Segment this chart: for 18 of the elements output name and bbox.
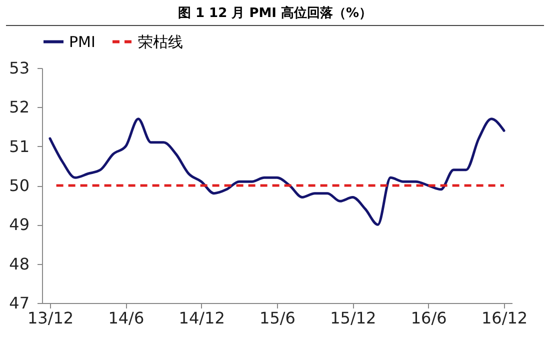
line-series: [48, 118, 506, 226]
y-tick-label: 49: [9, 215, 30, 234]
y-tick-label: 53: [9, 58, 30, 78]
y-tick-label: 47: [9, 294, 30, 312]
legend-label: 荣枯线: [138, 32, 183, 51]
y-tick-label: 48: [9, 254, 30, 274]
x-tick-label: 14/6: [108, 308, 144, 328]
x-tick-label: 15/12: [330, 308, 376, 328]
y-tick-label: 52: [9, 98, 30, 117]
x-tick-label: 15/6: [260, 308, 296, 328]
x-tick-label: 14/12: [178, 308, 225, 328]
x-tick-label: 16/6: [410, 308, 447, 328]
x-tick-label: 16/12: [481, 308, 528, 328]
legend-label: PMI: [69, 32, 96, 51]
chart-title: 图 1 12 月 PMI 高位回落（%）: [6, 0, 544, 26]
y-tick-label: 50: [9, 176, 30, 195]
x-tick-label: 13/12: [27, 308, 74, 328]
y-tick-label: 51: [9, 136, 30, 156]
